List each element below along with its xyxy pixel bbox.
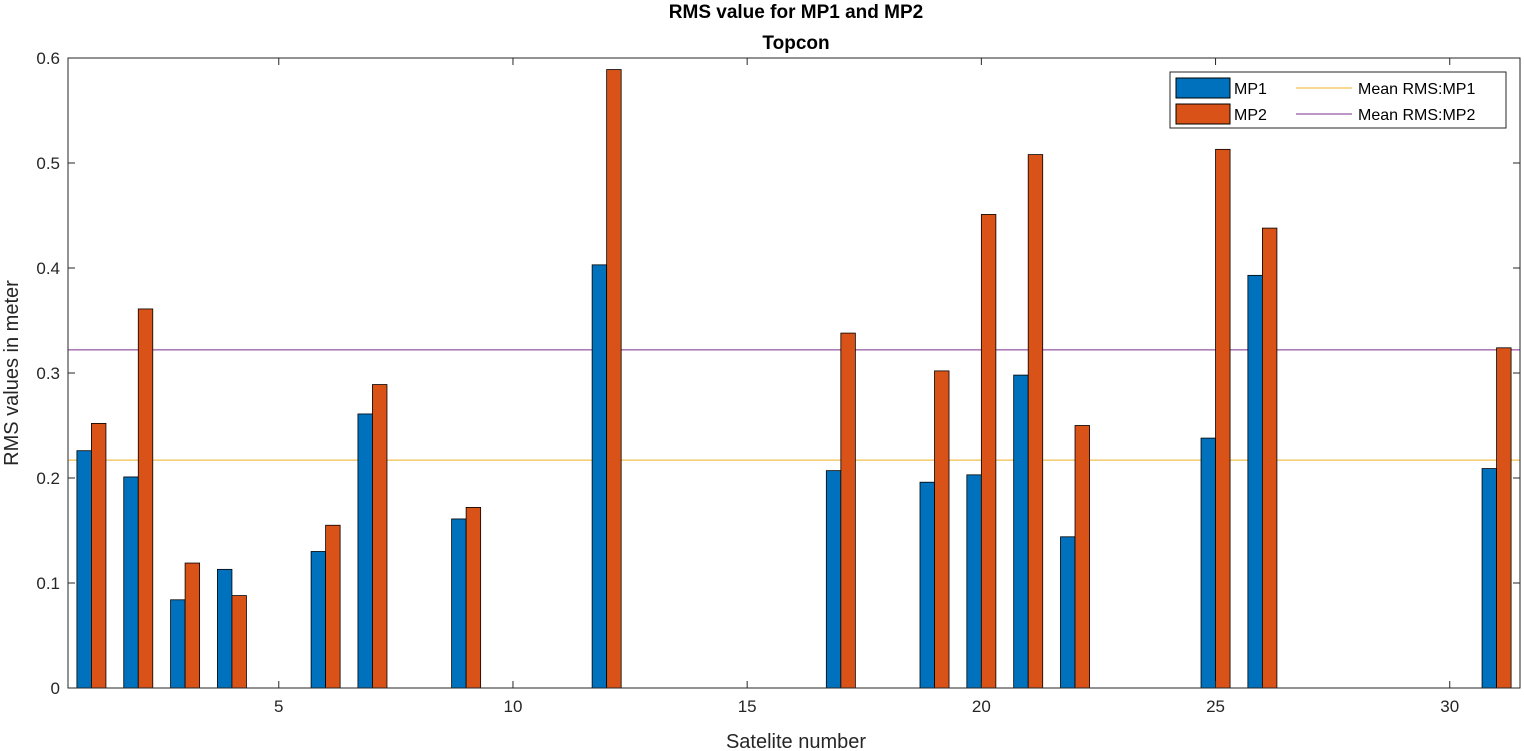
- bar-mp2-7: [372, 384, 388, 689]
- y-axis-label: RMS values in meter: [1, 280, 23, 466]
- tick-labels: 5 10 15 20 25 30 0 0.1 0.2 0.3 0.4 0.5 0.6: [36, 49, 1459, 716]
- reference-lines: [68, 349, 1520, 461]
- bar-mp1-20: [966, 474, 982, 689]
- bar-mp1-19: [919, 481, 935, 689]
- bar-mp1-2: [123, 476, 139, 689]
- x-tick-label: 15: [738, 697, 757, 716]
- y-tick-label: 0.1: [36, 574, 60, 593]
- bar-mp2-25: [1215, 148, 1231, 689]
- bar-mp1-31: [1481, 468, 1497, 689]
- bar-mp1-22: [1060, 536, 1076, 689]
- axes: [67, 57, 1521, 689]
- bar-mp1-9: [451, 518, 467, 689]
- bar-mp2-21: [1027, 154, 1044, 689]
- bar-mp1-7: [357, 413, 373, 689]
- bar-mp2-17: [840, 332, 856, 689]
- bar-mp2-26: [1261, 227, 1278, 689]
- legend-swatch-mp1: [1175, 77, 1231, 99]
- axes-box: [67, 57, 1521, 689]
- bar-mp1-6: [310, 551, 327, 689]
- legend-label-mean-mp1: Mean RMS:MP1: [1358, 81, 1475, 98]
- bar-mp1-1: [76, 450, 92, 689]
- bar-mp2-2: [137, 308, 154, 689]
- bar-mp2-1: [91, 422, 107, 689]
- y-tick-label: 0.2: [36, 469, 60, 488]
- bar-mp1-4: [217, 568, 233, 689]
- bar-mp2-20: [980, 214, 997, 689]
- bar-mp2-3: [184, 562, 201, 689]
- bar-mp1-21: [1013, 374, 1029, 689]
- bar-mp1-3: [170, 599, 186, 689]
- legend-swatch-mp2: [1175, 103, 1231, 125]
- bar-mp1-25: [1200, 437, 1216, 689]
- bar-mp1-26: [1247, 274, 1263, 689]
- bar-mp1-17: [825, 470, 842, 689]
- legend-label-mp1: MP1: [1234, 81, 1267, 98]
- x-tick-label: 30: [1440, 697, 1459, 716]
- bar-mp2-6: [325, 524, 341, 689]
- bars: [76, 69, 1512, 689]
- x-tick-label: 25: [1206, 697, 1225, 716]
- legend-label-mean-mp2: Mean RMS:MP2: [1358, 107, 1475, 124]
- bar-mp1-12: [591, 264, 608, 689]
- bar-mp2-12: [606, 69, 622, 689]
- y-tick-label: 0.4: [36, 259, 60, 278]
- x-tick-label: 20: [972, 697, 991, 716]
- x-tick-label: 10: [504, 697, 523, 716]
- y-tick-label: 0: [51, 679, 60, 698]
- x-tick-label: 5: [274, 697, 283, 716]
- bar-mp2-19: [934, 370, 950, 689]
- legend: MP1 MP2 Mean RMS:MP1 Mean RMS:MP2: [1169, 71, 1507, 129]
- bar-mp2-31: [1496, 347, 1512, 689]
- bar-mp2-9: [465, 506, 482, 689]
- y-tick-label: 0.5: [36, 154, 60, 173]
- chart-subtitle: Topcon: [762, 33, 829, 54]
- bar-mp2-4: [231, 595, 247, 689]
- legend-label-mp2: MP2: [1234, 107, 1267, 124]
- x-axis-label: Satelite number: [726, 731, 866, 751]
- y-tick-label: 0.6: [36, 49, 60, 68]
- y-tick-label: 0.3: [36, 364, 60, 383]
- chart-title: RMS value for MP1 and MP2: [669, 2, 923, 23]
- bar-mp2-22: [1074, 425, 1090, 689]
